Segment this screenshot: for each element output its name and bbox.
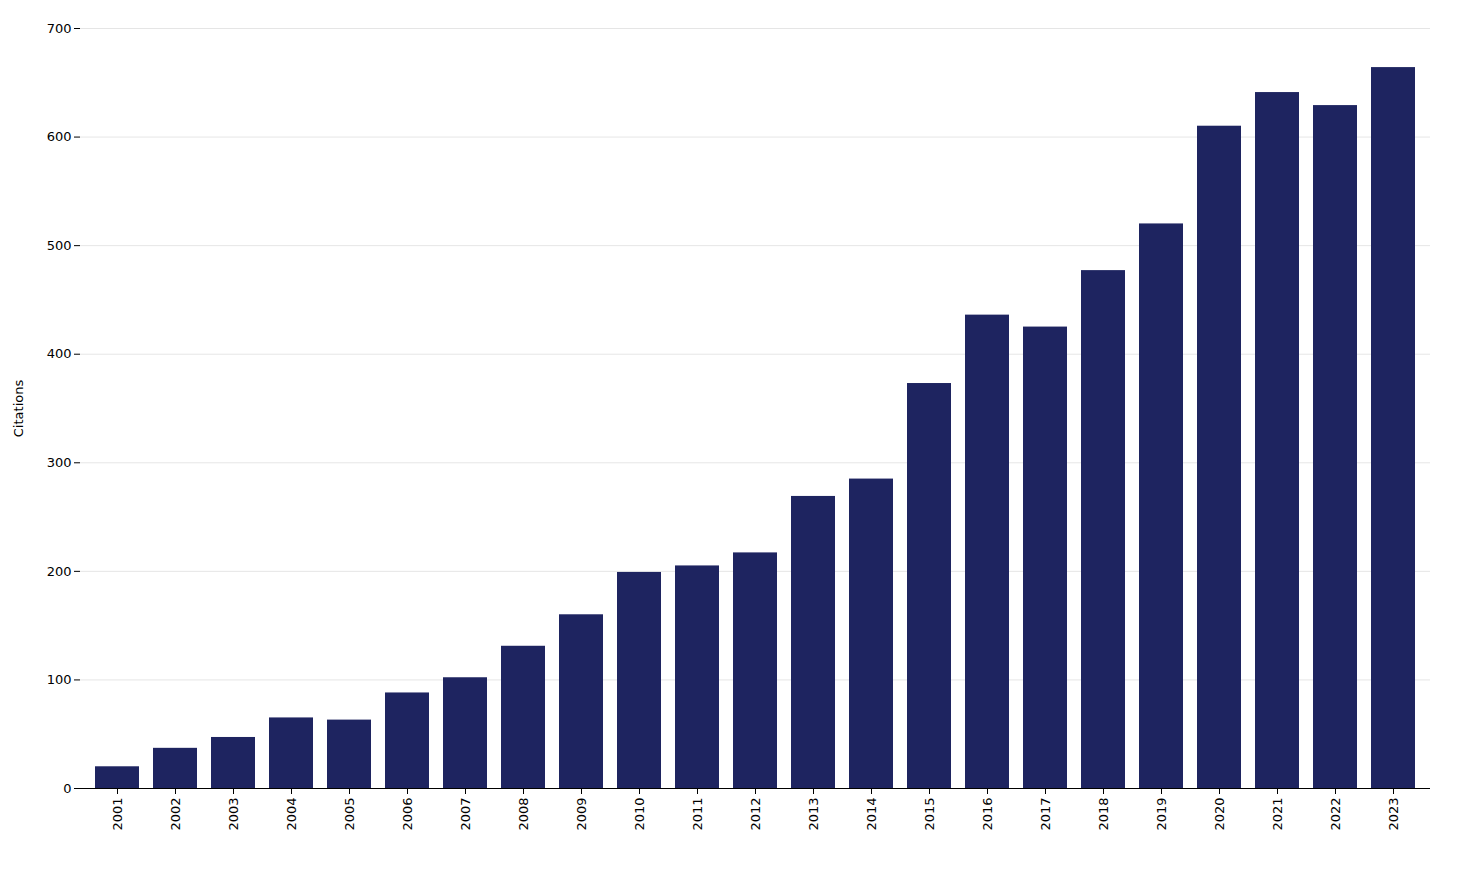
svg-text:700: 700 <box>47 21 72 36</box>
svg-text:2010: 2010 <box>632 798 647 831</box>
svg-text:2012: 2012 <box>748 798 763 831</box>
svg-text:600: 600 <box>47 129 72 144</box>
svg-text:2001: 2001 <box>110 798 125 831</box>
svg-text:2018: 2018 <box>1096 798 1111 831</box>
svg-text:2007: 2007 <box>458 798 473 831</box>
svg-text:2014: 2014 <box>864 798 879 831</box>
svg-text:2005: 2005 <box>342 798 357 831</box>
svg-text:2008: 2008 <box>516 798 531 831</box>
svg-text:2020: 2020 <box>1212 798 1227 831</box>
svg-text:0: 0 <box>63 781 71 796</box>
svg-text:2006: 2006 <box>400 798 415 831</box>
svg-text:2009: 2009 <box>574 798 589 831</box>
svg-text:Citations: Citations <box>11 380 26 438</box>
svg-text:500: 500 <box>47 238 72 253</box>
svg-text:2022: 2022 <box>1328 798 1343 831</box>
svg-text:400: 400 <box>47 346 72 361</box>
svg-text:200: 200 <box>47 564 72 579</box>
svg-text:2011: 2011 <box>690 798 705 831</box>
svg-text:2019: 2019 <box>1154 798 1169 831</box>
svg-text:2016: 2016 <box>980 798 995 831</box>
svg-text:2004: 2004 <box>284 798 299 831</box>
svg-text:2017: 2017 <box>1038 798 1053 831</box>
svg-text:2023: 2023 <box>1386 798 1401 831</box>
svg-text:2003: 2003 <box>226 798 241 831</box>
svg-text:2013: 2013 <box>806 798 821 831</box>
svg-text:2002: 2002 <box>168 798 183 831</box>
svg-text:2021: 2021 <box>1270 798 1285 831</box>
svg-text:100: 100 <box>47 672 72 687</box>
svg-text:300: 300 <box>47 455 72 470</box>
svg-text:2015: 2015 <box>922 798 937 831</box>
